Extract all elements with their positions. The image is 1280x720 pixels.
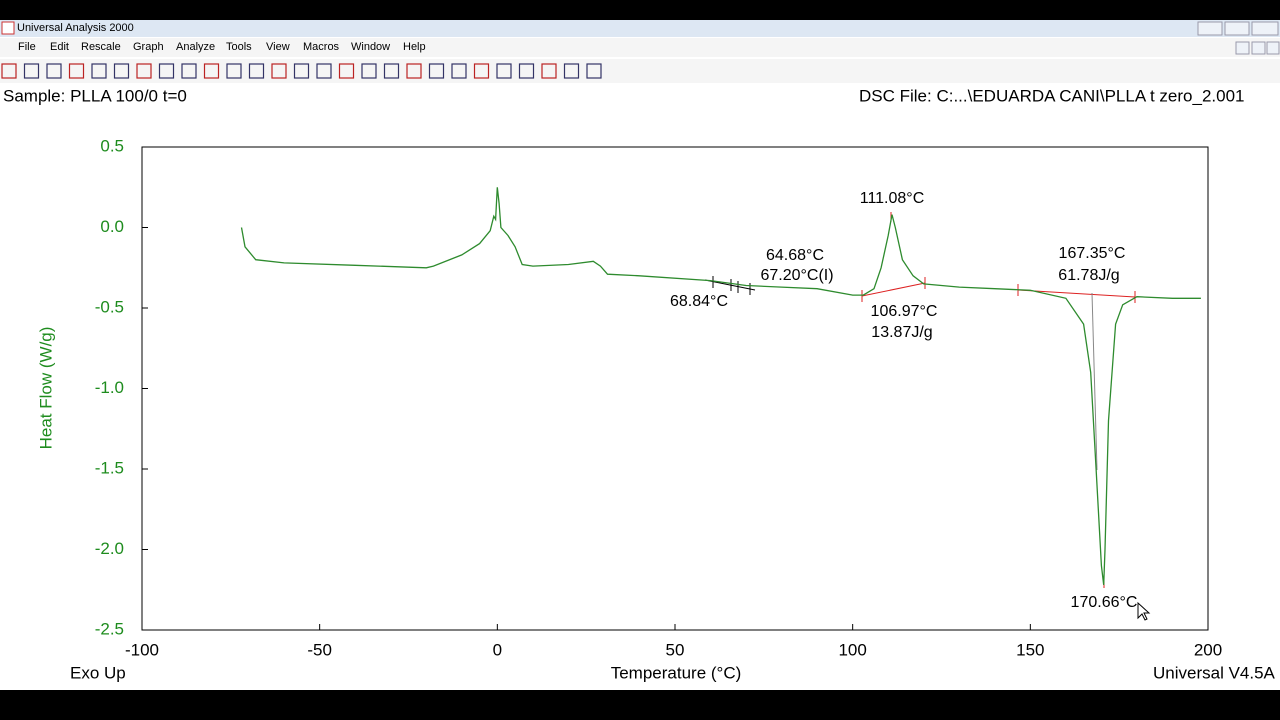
annotation: 67.20°C(I) [760,267,833,284]
annotation: 68.84°C [670,293,728,310]
close-button[interactable] [1251,21,1279,36]
toolbar-button[interactable] [293,63,310,79]
menu-item[interactable]: Graph [133,41,164,53]
x-tick-label: 200 [1194,640,1222,659]
baseline [861,282,926,297]
toolbar-button[interactable] [23,63,40,79]
menu-item[interactable]: Macros [303,41,340,53]
mdi-restore[interactable] [1251,41,1266,55]
file-label: DSC File: C:...\EDUARDA CANI\PLLA t zero… [859,86,1244,105]
mdi-close[interactable] [1266,41,1280,55]
toolbar-button[interactable] [473,63,490,79]
x-tick-label: 50 [666,640,685,659]
toolbar-button[interactable] [226,63,242,79]
annotation: 111.08°C [860,190,925,207]
maximize-button[interactable] [1224,21,1250,36]
toolbar-button[interactable] [158,63,175,79]
toolbar-button[interactable] [518,63,535,79]
y-tick-label: -2.0 [95,539,124,558]
window-controls[interactable] [1197,21,1279,36]
window [0,20,1280,690]
toolbar-button[interactable] [428,63,445,79]
x-tick-label: 150 [1016,640,1044,659]
y-tick-label: -2.5 [95,619,124,638]
menu-item[interactable]: Help [403,41,426,53]
onset-line [1091,292,1098,471]
menu-item[interactable]: Rescale [81,41,121,53]
x-tick-label: 0 [493,640,502,659]
annotation: 61.78J/g [1058,267,1119,284]
toolbar-button[interactable] [203,63,220,79]
menu-item[interactable]: Window [351,41,390,53]
toolbar [0,59,1280,83]
toolbar-button[interactable] [248,63,265,79]
y-tick-label: -0.5 [95,297,124,316]
menu-item[interactable]: File [18,41,36,53]
analysis-lines [704,212,1136,588]
annotation: 64.68°C [766,247,824,264]
toolbar-button[interactable] [271,63,287,79]
x-tick-label: -50 [307,640,332,659]
app-icon [1,21,15,35]
annotation: 106.97°C [871,303,938,320]
heat-flow-curve [240,187,1201,585]
annotation: 167.35°C [1059,245,1126,262]
y-tick-label: -1.0 [95,378,124,397]
toolbar-button[interactable] [338,63,355,79]
toolbar-button[interactable] [383,63,400,79]
menu-bar [0,38,1280,57]
toolbar-button[interactable] [113,63,130,79]
toolbar-button[interactable] [563,63,580,79]
toolbar-button[interactable] [586,63,602,79]
mdi-minimize[interactable] [1235,41,1250,55]
toolbar-button[interactable] [136,63,152,79]
version-label: Universal V4.5A [1153,663,1276,682]
x-axis-label: Temperature (°C) [611,663,742,682]
toolbar-button[interactable] [1,63,17,79]
window-title: Universal Analysis 2000 [17,22,134,34]
toolbar-button[interactable] [496,63,512,79]
menu-item[interactable]: Edit [50,41,69,53]
toolbar-button[interactable] [46,63,62,79]
annotation: 13.87J/g [871,324,932,341]
toolbar-button[interactable] [91,63,107,79]
menu-item[interactable]: View [266,41,290,53]
sample-label: Sample: PLLA 100/0 t=0 [3,86,187,105]
menu-item[interactable]: Tools [226,41,252,53]
menu-item[interactable]: Analyze [176,41,215,53]
toolbar-button[interactable] [361,63,377,79]
y-tick-label: -1.5 [95,458,124,477]
toolbar-icons [1,63,602,79]
y-axis-label: Heat Flow (W/g) [36,327,55,450]
toolbar-button[interactable] [181,63,197,79]
y-tick-label: 0.5 [100,136,124,155]
toolbar-button[interactable] [68,63,85,79]
exo-label: Exo Up [70,663,126,682]
plot: -2.5 -2.0 -1.5 -1.0 -0.5 0.0 0.5 -100 -50 0 50 100 1… [95,136,1222,659]
toolbar-button[interactable] [406,63,422,79]
minimize-button[interactable] [1197,21,1223,36]
annotation: 170.66°C [1071,594,1138,611]
toolbar-button[interactable] [541,63,557,79]
toolbar-button[interactable] [316,63,332,79]
baseline [1017,289,1136,298]
title-bar [0,20,1280,37]
mouse-cursor [1137,601,1151,621]
menu: File Edit Rescale Graph Analyze Tools View Macr… [18,41,426,53]
y-tick-label: 0.0 [100,217,124,236]
x-tick-label: -100 [125,640,159,659]
x-tick-label: 100 [838,640,866,659]
toolbar-button[interactable] [451,63,467,79]
